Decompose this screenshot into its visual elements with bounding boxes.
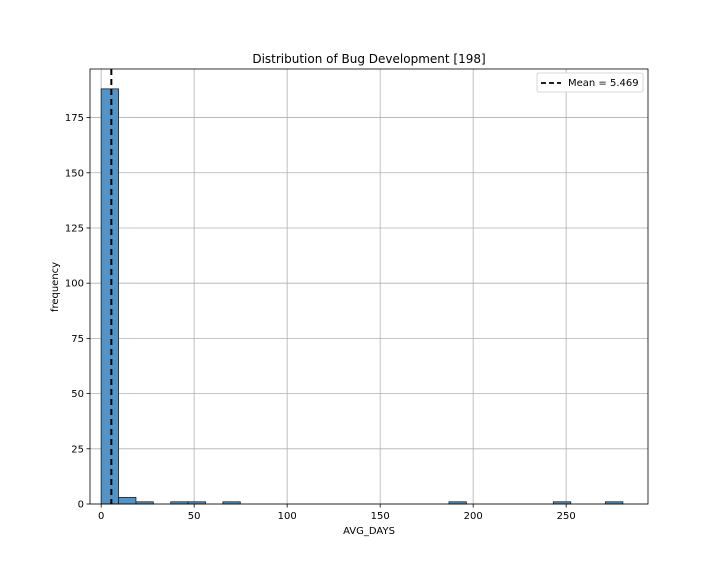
chart-title: Distribution of Bug Development [198]	[252, 52, 485, 66]
legend: Mean = 5.469	[536, 72, 644, 93]
y-axis-label: frequency	[50, 262, 61, 312]
y-tick-label: 125	[65, 223, 84, 234]
histogram-bar	[100, 88, 119, 505]
y-axis-ticks: 0 25 50 75 100 125 150 175	[65, 113, 90, 511]
plot-area-frame	[89, 68, 649, 505]
y-tick-label: 100	[65, 279, 84, 290]
y-tick-label: 0	[78, 500, 84, 511]
legend-box	[536, 72, 644, 93]
x-axis-ticks: 0 50 100 150 200 250	[98, 504, 576, 522]
y-tick-label: 150	[65, 168, 84, 179]
x-tick-label: 0	[98, 511, 104, 522]
x-tick-label: 100	[278, 511, 297, 522]
x-tick-label: 250	[557, 511, 576, 522]
legend-mean-label: Mean = 5.469	[568, 78, 639, 89]
y-tick-label: 175	[65, 113, 84, 124]
histogram-bars	[100, 88, 624, 505]
x-tick-label: 150	[371, 511, 390, 522]
y-tick-label: 75	[71, 334, 84, 345]
grid-lines	[90, 69, 648, 505]
x-tick-label: 50	[188, 511, 201, 522]
x-tick-label: 200	[464, 511, 483, 522]
y-tick-label: 50	[71, 389, 84, 400]
x-axis-label: AVG_DAYS	[343, 526, 395, 537]
histogram-bar	[118, 496, 137, 505]
y-tick-label: 25	[71, 444, 84, 455]
